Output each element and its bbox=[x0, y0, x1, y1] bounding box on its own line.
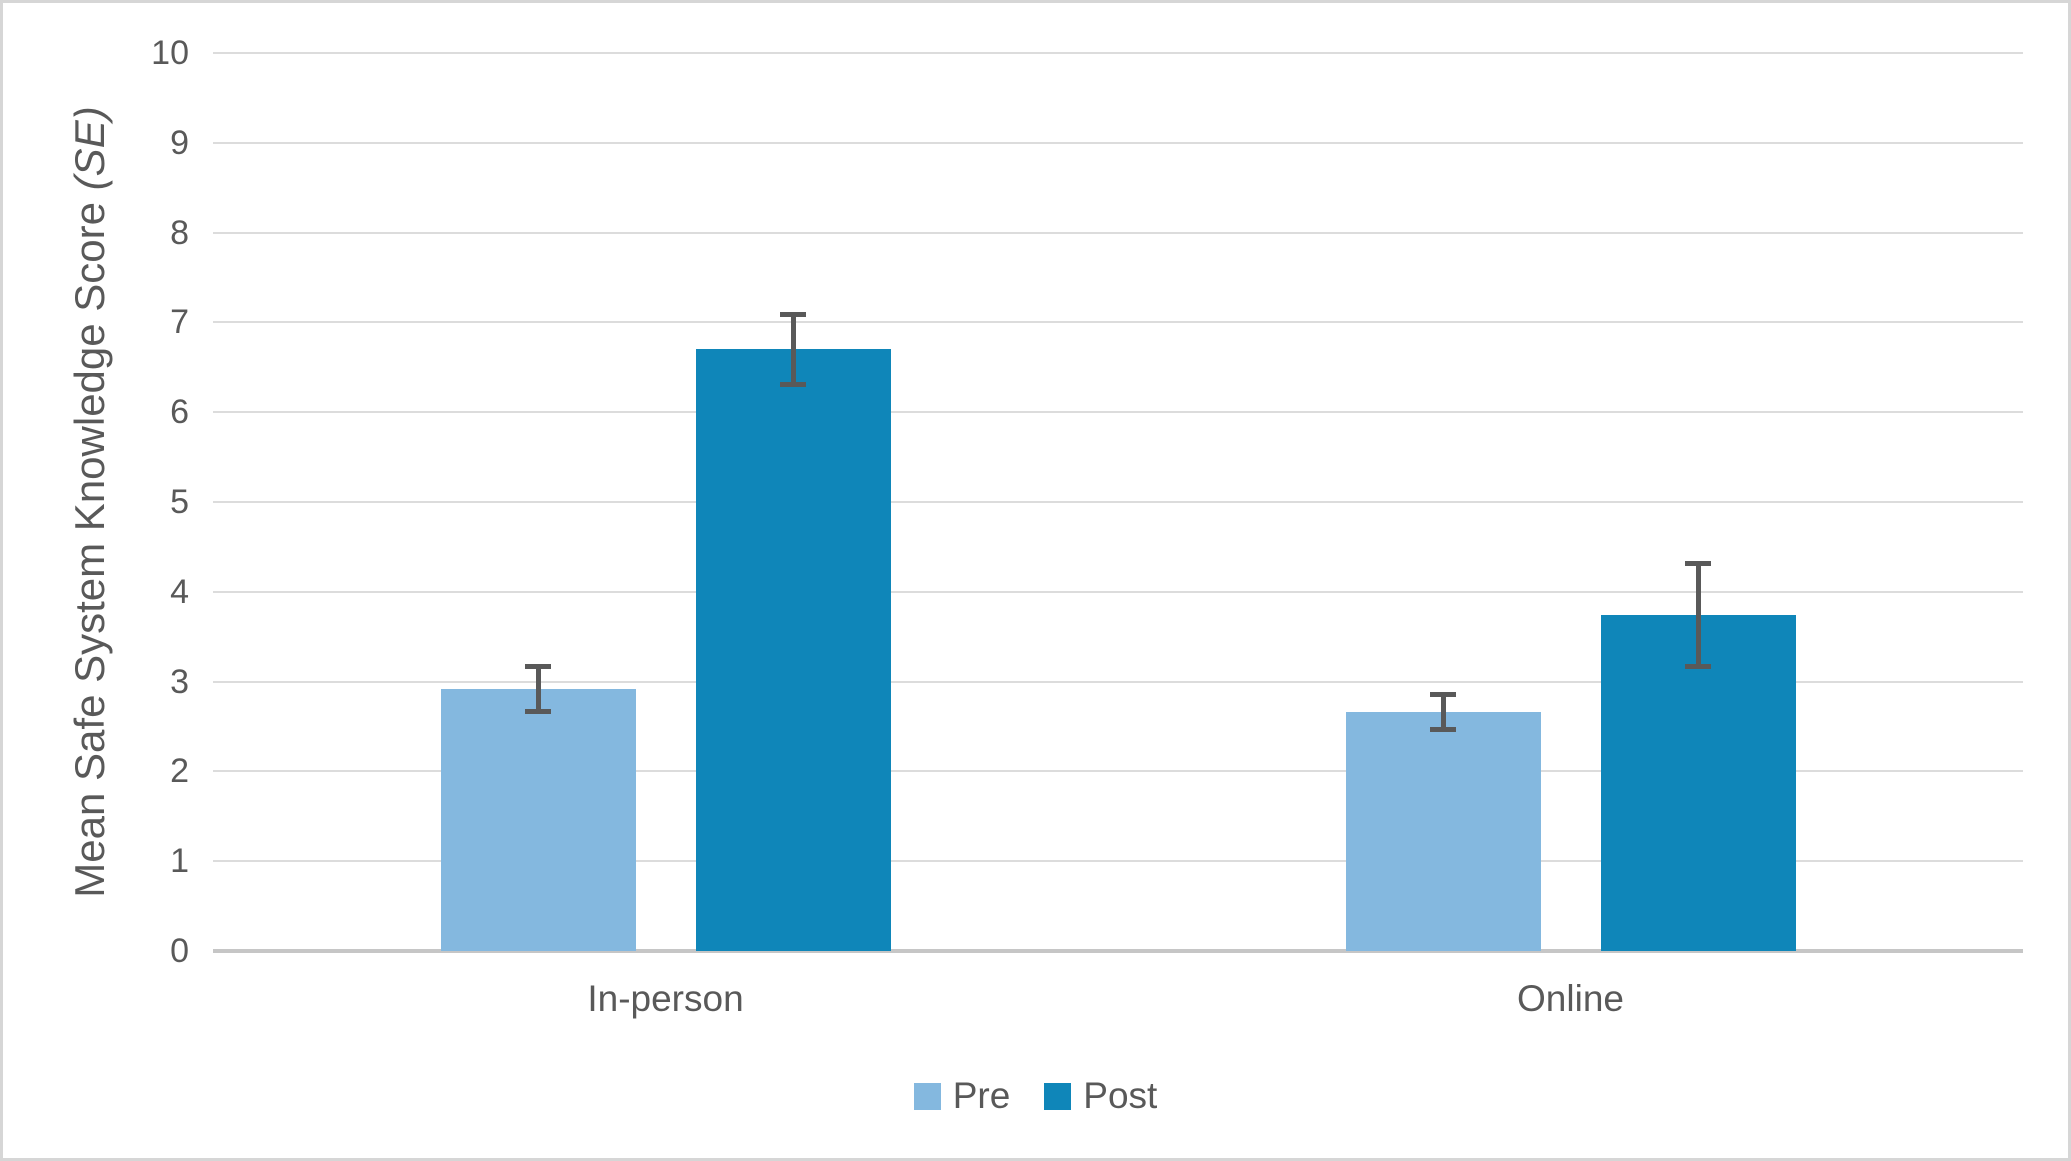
y-tick-label-2: 2 bbox=[170, 752, 189, 791]
gridline-y-7 bbox=[213, 321, 2023, 324]
legend: Pre Post bbox=[3, 1075, 2068, 1117]
error-bar-bottom-cap bbox=[1430, 726, 1456, 732]
legend-item-post: Post bbox=[1044, 1075, 1157, 1117]
y-tick-label-0: 0 bbox=[170, 932, 189, 970]
bar-in-person-post bbox=[695, 349, 891, 951]
gridline-y-8 bbox=[213, 231, 2023, 234]
error-bar-online-pre bbox=[1430, 692, 1456, 732]
error-bar-stem bbox=[1695, 561, 1701, 670]
gridline-y-2 bbox=[213, 770, 2023, 773]
error-bar-top-cap bbox=[780, 311, 806, 317]
error-bar-bottom-cap bbox=[1685, 664, 1711, 670]
bar-online-post bbox=[1600, 615, 1796, 951]
error-bar-bottom-cap bbox=[780, 382, 806, 388]
gridline-y-10 bbox=[213, 52, 2023, 54]
error-bar-top-cap bbox=[1430, 692, 1456, 698]
error-bar-top-cap bbox=[525, 663, 551, 669]
gridline-y-4 bbox=[213, 590, 2023, 593]
y-tick-label-4: 4 bbox=[170, 572, 189, 611]
gridline-y-6 bbox=[213, 411, 2023, 414]
legend-swatch-post bbox=[1044, 1082, 1072, 1110]
plot-area bbox=[213, 52, 2023, 953]
error-bar-top-cap bbox=[1685, 561, 1711, 567]
error-bar-stem bbox=[790, 311, 796, 388]
y-tick-label-1: 1 bbox=[170, 842, 189, 881]
legend-label-post: Post bbox=[1083, 1075, 1158, 1116]
legend-item-pre: Pre bbox=[913, 1075, 1011, 1117]
error-bar-stem bbox=[535, 663, 541, 714]
bar-online-pre bbox=[1345, 712, 1541, 951]
y-tick-label-8: 8 bbox=[170, 213, 189, 252]
gridline-y-3 bbox=[213, 680, 2023, 683]
bar-in-person-pre bbox=[440, 688, 636, 951]
y-axis-title-text: Mean Safe System Knowledge Score bbox=[66, 190, 113, 898]
gridline-y-1 bbox=[213, 860, 2023, 863]
y-tick-label-7: 7 bbox=[170, 303, 189, 342]
x-category-label-in-person: In-person bbox=[587, 978, 744, 1019]
error-bar-in-person-post bbox=[780, 311, 806, 388]
y-tick-label-6: 6 bbox=[170, 393, 189, 432]
x-category-label-online: Online bbox=[1517, 978, 1624, 1019]
gridline-y-5 bbox=[213, 501, 2023, 503]
y-tick-label-5: 5 bbox=[170, 483, 189, 521]
error-bar-bottom-cap bbox=[525, 708, 551, 714]
y-tick-label-9: 9 bbox=[170, 123, 189, 162]
y-tick-label-10: 10 bbox=[151, 34, 189, 72]
gridline-y-9 bbox=[213, 141, 2023, 144]
legend-label-pre: Pre bbox=[952, 1075, 1011, 1116]
legend-swatch-pre bbox=[913, 1082, 941, 1110]
error-bar-in-person-pre bbox=[525, 663, 551, 714]
x-axis-baseline bbox=[213, 949, 2023, 953]
y-tick-label-3: 3 bbox=[170, 662, 189, 701]
error-bar-stem bbox=[1440, 692, 1446, 732]
error-bar-online-post bbox=[1685, 561, 1711, 670]
